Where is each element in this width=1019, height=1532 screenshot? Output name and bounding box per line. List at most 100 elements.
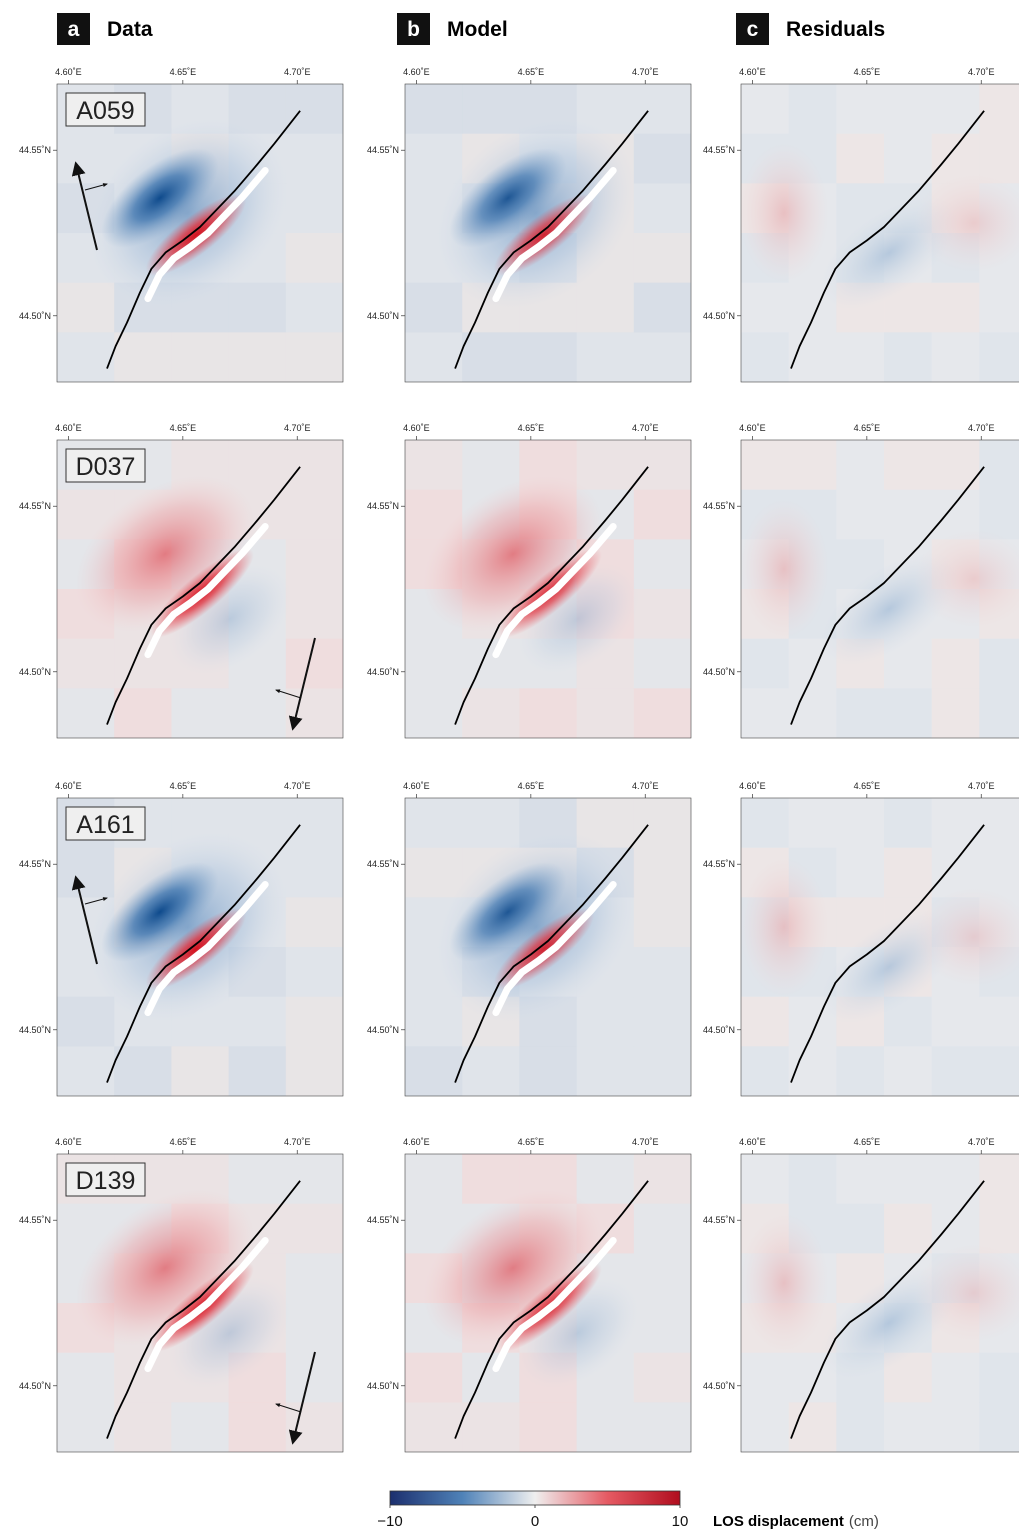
displacement-field — [57, 1154, 343, 1452]
lat-tick-label: 44.50˚N — [703, 1025, 735, 1035]
panel-frame — [740, 797, 1019, 1097]
colorbar-tick-label: −10 — [377, 1513, 402, 1530]
displacement-field — [57, 798, 343, 1096]
map-panel-a161-residual: 4.60˚E 4.65˚E 4.70˚E 44.55˚N 44.50˚N — [703, 781, 1019, 1097]
panel-frame — [56, 1153, 344, 1453]
lon-tick-label: 4.60˚E — [739, 423, 766, 433]
lat-tick-label: 44.50˚N — [367, 1381, 399, 1391]
lon-tick-label: 4.65˚E — [170, 423, 197, 433]
map-panel-a059-residual: 4.60˚E 4.65˚E 4.70˚E 44.55˚N 44.50˚N — [703, 67, 1019, 383]
column-headers: a Data b Model c Residuals — [57, 13, 885, 45]
map-panel-d139-model: 4.60˚E 4.65˚E 4.70˚E 44.55˚N 44.50˚N — [367, 1137, 692, 1453]
lon-tick-label: 4.65˚E — [854, 1137, 881, 1147]
fault-trace — [454, 466, 649, 725]
colorbar: −10 0 10 LOS displacement (cm) — [377, 1490, 879, 1530]
track-label: D037 — [65, 448, 146, 483]
panel-frame — [404, 83, 692, 383]
lat-tick-label: 44.55˚N — [703, 859, 735, 869]
lon-tick-label: 4.70˚E — [284, 67, 311, 77]
lon-tick-label: 4.60˚E — [55, 67, 82, 77]
panel-letter-box — [57, 13, 90, 45]
fault-trace — [106, 110, 301, 369]
panel-frame — [740, 1153, 1019, 1453]
fault-trace — [106, 824, 301, 1083]
lon-tick-label: 4.65˚E — [170, 781, 197, 791]
lon-tick-label: 4.60˚E — [403, 423, 430, 433]
colorbar-title-unit: (cm) — [849, 1513, 879, 1530]
satellite-heading-descending-icon — [275, 637, 316, 731]
track-label: A059 — [65, 92, 146, 127]
panel-frame — [404, 797, 692, 1097]
lon-tick-label: 4.70˚E — [632, 1137, 659, 1147]
lat-tick-label: 44.55˚N — [703, 501, 735, 511]
lon-tick-label: 4.70˚E — [632, 67, 659, 77]
lon-tick-label: 4.70˚E — [632, 423, 659, 433]
lon-tick-label: 4.60˚E — [403, 781, 430, 791]
lat-tick-label: 44.50˚N — [703, 311, 735, 321]
lat-tick-label: 44.50˚N — [19, 1025, 51, 1035]
lon-tick-label: 4.65˚E — [854, 423, 881, 433]
fault-trace — [454, 1180, 649, 1439]
svg-text:A161: A161 — [76, 811, 134, 839]
lon-tick-label: 4.70˚E — [632, 781, 659, 791]
lat-tick-label: 44.55˚N — [19, 859, 51, 869]
satellite-heading-ascending-icon — [71, 875, 108, 965]
lon-tick-label: 4.65˚E — [170, 1137, 197, 1147]
panel-frame — [740, 439, 1019, 739]
lat-tick-label: 44.50˚N — [19, 667, 51, 677]
lon-tick-label: 4.70˚E — [968, 67, 995, 77]
lat-tick-label: 44.55˚N — [367, 501, 399, 511]
lat-tick-label: 44.55˚N — [367, 1215, 399, 1225]
lon-tick-label: 4.65˚E — [518, 1137, 545, 1147]
column-title: Residuals — [786, 18, 885, 41]
lon-tick-label: 4.60˚E — [55, 1137, 82, 1147]
map-panel-d037-residual: 4.60˚E 4.65˚E 4.70˚E 44.55˚N 44.50˚N — [703, 423, 1019, 739]
panel-frame — [404, 439, 692, 739]
svg-text:D139: D139 — [76, 1167, 136, 1195]
lat-tick-label: 44.50˚N — [367, 311, 399, 321]
lon-tick-label: 4.70˚E — [968, 423, 995, 433]
fault-trace — [106, 466, 301, 725]
panel-letter: c — [747, 18, 759, 41]
lon-tick-label: 4.60˚E — [403, 1137, 430, 1147]
panel-frame — [56, 439, 344, 739]
fault-trace — [790, 110, 985, 369]
displacement-field — [405, 84, 691, 382]
displacement-field — [57, 440, 343, 738]
lat-tick-label: 44.50˚N — [367, 667, 399, 677]
fault-trace — [106, 1180, 301, 1439]
column-header-a: a Data — [57, 13, 153, 45]
lat-tick-label: 44.50˚N — [19, 311, 51, 321]
lon-tick-label: 4.70˚E — [284, 423, 311, 433]
lon-tick-label: 4.60˚E — [55, 423, 82, 433]
lat-tick-label: 44.50˚N — [703, 1381, 735, 1391]
panel-letter-box — [736, 13, 769, 45]
map-panel-a059-data: 4.60˚E 4.65˚E 4.70˚E 44.55˚N 44.50˚N A059 — [19, 67, 344, 383]
lon-tick-label: 4.70˚E — [968, 781, 995, 791]
fault-trace — [790, 1180, 985, 1439]
map-panel-d037-model: 4.60˚E 4.65˚E 4.70˚E 44.55˚N 44.50˚N — [367, 423, 692, 739]
satellite-heading-ascending-icon — [71, 161, 108, 251]
lat-tick-label: 44.55˚N — [703, 1215, 735, 1225]
panel-grid: 4.60˚E 4.65˚E 4.70˚E 44.55˚N 44.50˚N A059 4.60… — [19, 67, 1019, 1453]
colorbar-gradient — [389, 1490, 681, 1506]
colorbar-tick-label: 0 — [531, 1513, 539, 1530]
lon-tick-label: 4.65˚E — [518, 781, 545, 791]
panel-letter: a — [68, 18, 80, 41]
panel-frame — [740, 83, 1019, 383]
map-panel-a059-model: 4.60˚E 4.65˚E 4.70˚E 44.55˚N 44.50˚N — [367, 67, 692, 383]
displacement-field — [741, 84, 1019, 382]
lon-tick-label: 4.65˚E — [854, 67, 881, 77]
displacement-field — [741, 1154, 1019, 1452]
lon-tick-label: 4.60˚E — [739, 67, 766, 77]
lat-tick-label: 44.50˚N — [703, 667, 735, 677]
lat-tick-label: 44.50˚N — [19, 1381, 51, 1391]
column-title: Model — [447, 18, 508, 41]
displacement-field — [405, 1154, 691, 1452]
panel-frame — [56, 83, 344, 383]
lat-tick-label: 44.55˚N — [19, 501, 51, 511]
lon-tick-label: 4.60˚E — [55, 781, 82, 791]
panel-frame — [404, 1153, 692, 1453]
lat-tick-label: 44.55˚N — [367, 145, 399, 155]
